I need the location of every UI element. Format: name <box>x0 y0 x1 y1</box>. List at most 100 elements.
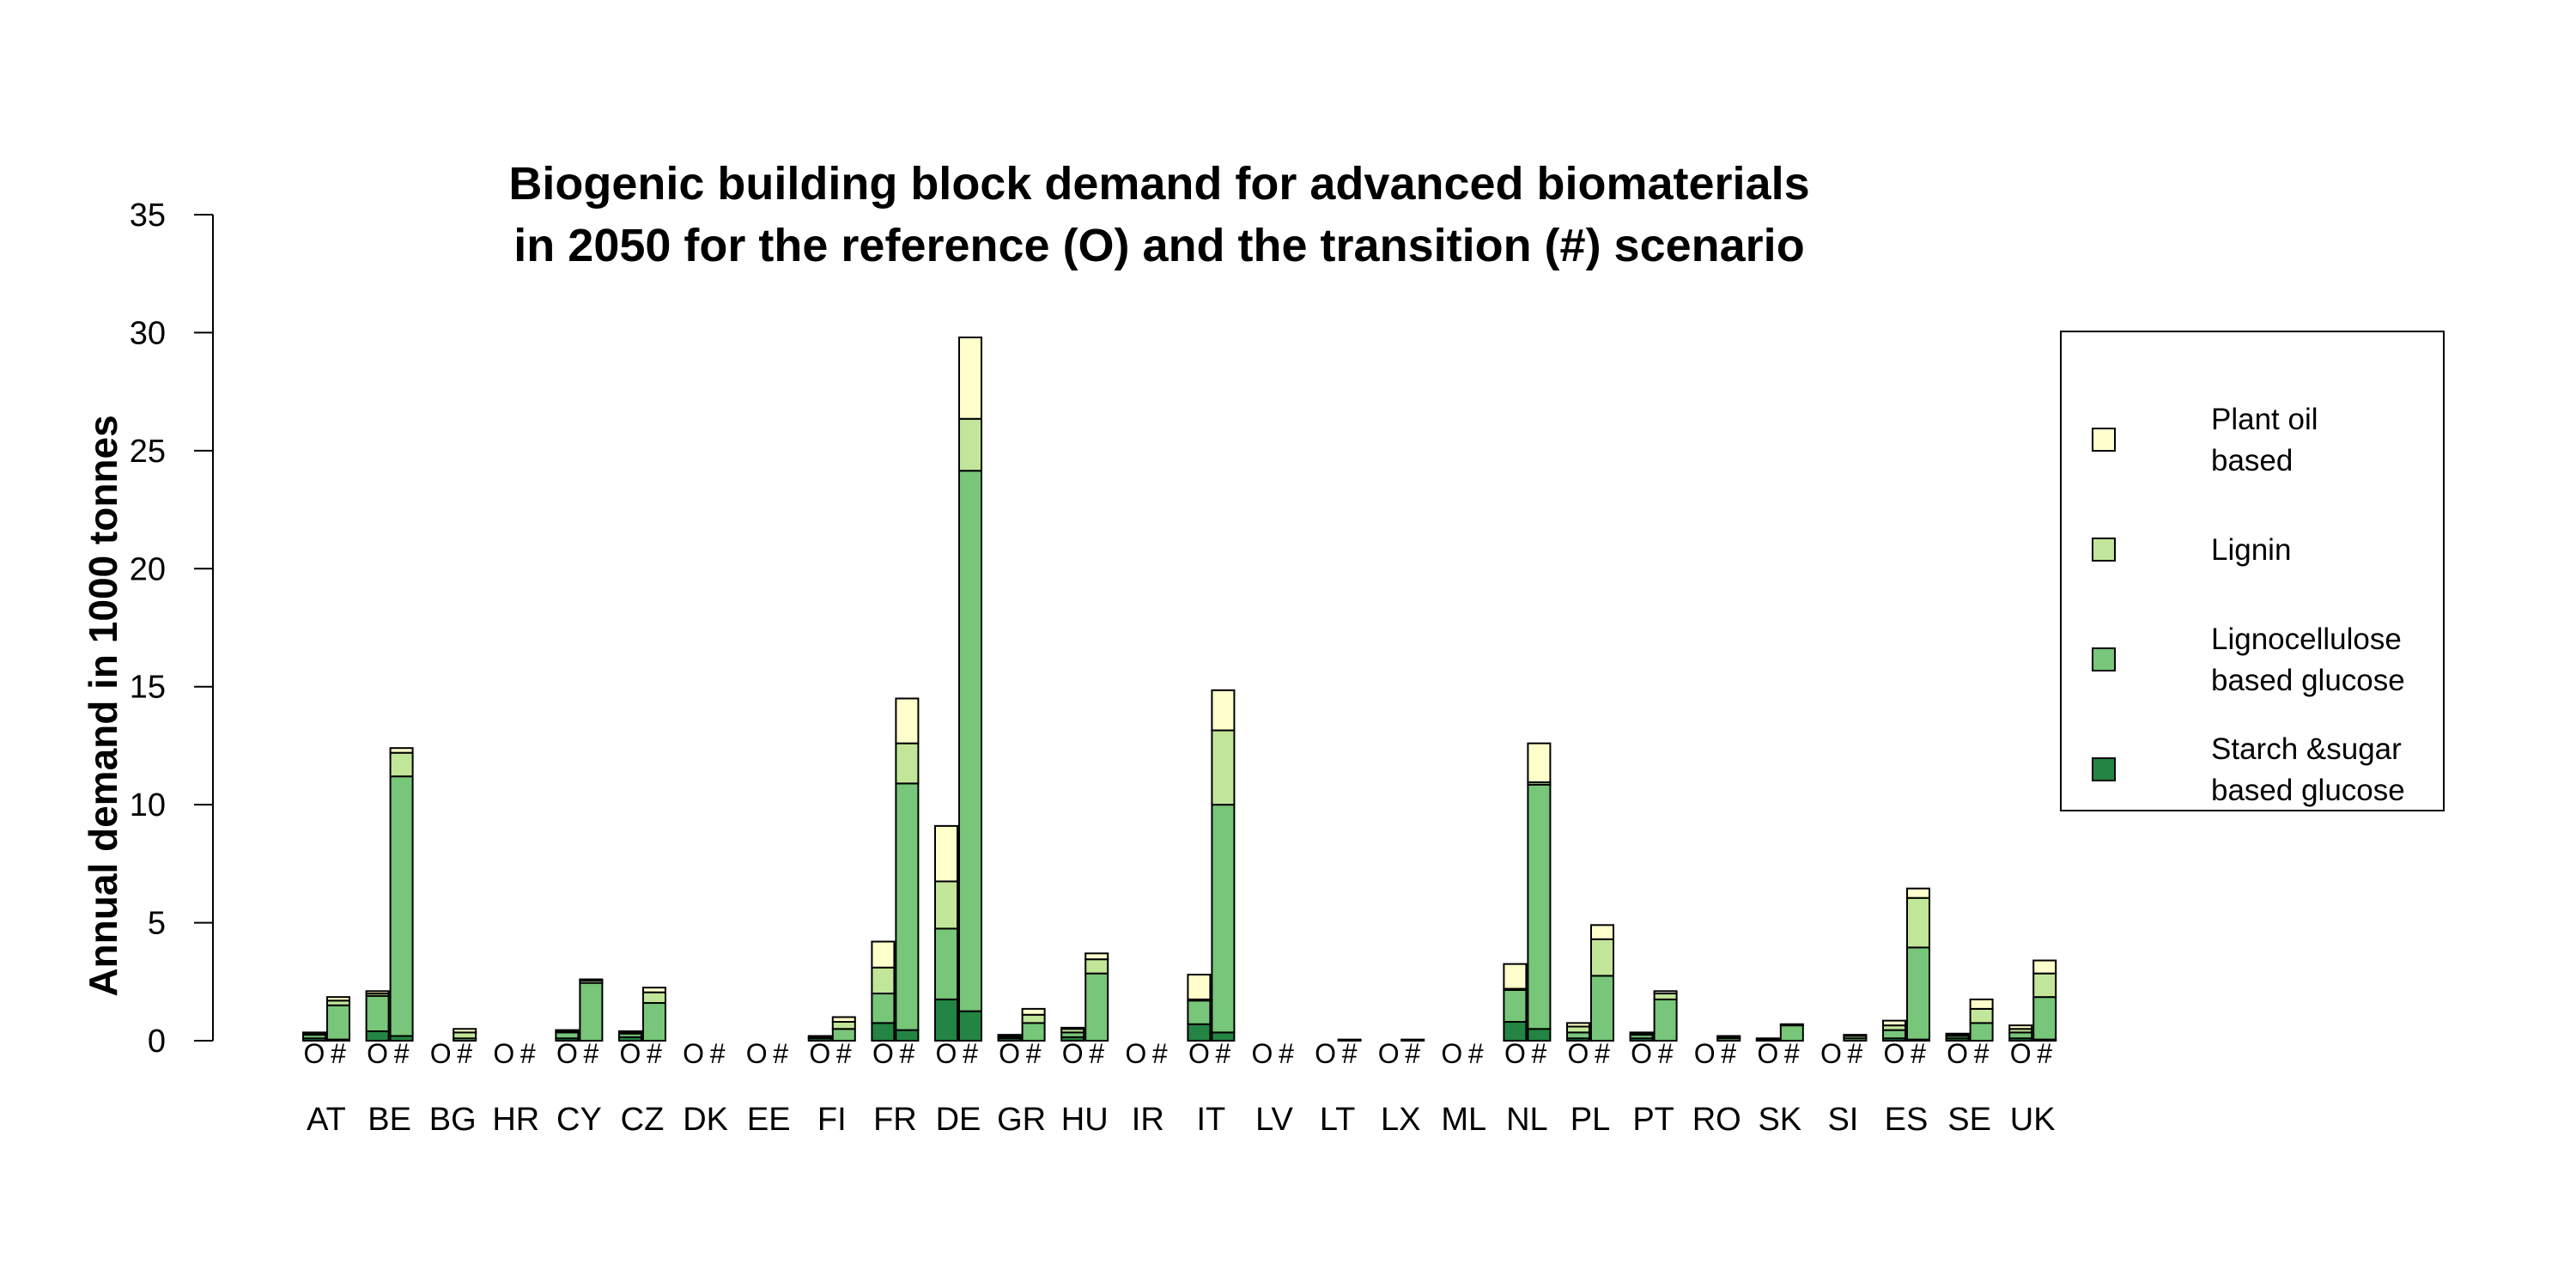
scenario-label: O <box>936 1038 957 1069</box>
country-label: LX <box>1381 1102 1420 1138</box>
scenario-label: O <box>2010 1038 2032 1069</box>
bar-segment-RO-transition-3 <box>1716 1035 1741 1038</box>
scenario-label: O <box>1884 1038 1905 1069</box>
scenario-label: # <box>1848 1038 1863 1069</box>
bar-segment-SE-transition-2 <box>1969 1007 1994 1024</box>
legend-label: based <box>2211 444 2293 477</box>
scenario-label: # <box>1026 1038 1042 1069</box>
scenario-label: O <box>746 1038 768 1069</box>
bar-segment-SI-transition-3 <box>1843 1034 1868 1037</box>
scenario-label: O <box>1820 1038 1842 1069</box>
scenario-label: # <box>394 1038 410 1069</box>
bar-segment-BE-reference-1 <box>365 994 390 1033</box>
bar-segment-CY-transition-1 <box>579 981 604 1042</box>
bar-segment-IT-transition-1 <box>1211 804 1236 1034</box>
bar-segment-CZ-transition-2 <box>642 991 666 1005</box>
bar-segment-CY-transition-3 <box>579 978 604 981</box>
scenario-label: # <box>520 1038 536 1069</box>
scenario-label: # <box>900 1038 915 1069</box>
bar-segment-FR-transition-2 <box>895 742 920 785</box>
bar-segment-PT-reference-3 <box>1629 1031 1654 1035</box>
scenario-label: # <box>1658 1038 1674 1069</box>
country-label: IR <box>1132 1102 1164 1138</box>
legend-label: Lignin <box>2211 533 2291 567</box>
bar-segment-IT-transition-2 <box>1211 729 1236 806</box>
bar-segment-HU-transition-1 <box>1084 972 1109 1042</box>
bars <box>302 336 2057 1042</box>
scenario-label: O <box>1757 1038 1778 1069</box>
bar-segment-UK-transition-1 <box>2032 996 2057 1041</box>
bar-segment-PL-reference-3 <box>1566 1022 1590 1028</box>
scenario-label: # <box>963 1038 978 1069</box>
legend-label: Plant oil <box>2211 403 2318 436</box>
y-tick-label: 0 <box>148 1024 166 1060</box>
country-label: LT <box>1320 1102 1356 1138</box>
scenario-label: O <box>1125 1038 1146 1069</box>
y-tick-label: 30 <box>130 315 166 351</box>
bar-segment-UK-transition-3 <box>2032 959 2057 975</box>
scenario-label: # <box>710 1038 726 1069</box>
y-tick-label: 25 <box>130 434 166 470</box>
country-label: RO <box>1692 1102 1741 1138</box>
scenario-label: # <box>457 1038 472 1069</box>
bar-segment-GR-reference-3 <box>997 1034 1022 1037</box>
country-label: CY <box>556 1102 602 1138</box>
country-label: PT <box>1632 1102 1674 1138</box>
legend: Plant oil based Lignin Lignocellulose based … <box>2060 331 2445 811</box>
bar-segment-CY-reference-3 <box>555 1029 580 1033</box>
bar-segment-UK-reference-3 <box>2008 1024 2033 1030</box>
bar-segment-BE-transition-3 <box>389 747 414 754</box>
legend-swatch <box>2092 647 2116 671</box>
bar-segment-ES-transition-1 <box>1906 946 1930 1041</box>
scenario-label: O <box>1441 1038 1462 1069</box>
bar-segment-HU-reference-3 <box>1060 1026 1085 1030</box>
bar-segment-FR-transition-1 <box>895 782 920 1031</box>
country-label: ES <box>1885 1102 1929 1138</box>
bar-segment-ES-transition-2 <box>1906 896 1930 949</box>
scenario-label: # <box>1595 1038 1610 1069</box>
country-label: HR <box>492 1102 539 1138</box>
bar-segment-ES-transition-3 <box>1906 887 1930 899</box>
bar-segment-IT-transition-3 <box>1211 689 1236 732</box>
bar-segment-SE-transition-3 <box>1969 998 1994 1010</box>
scenario-label: O <box>1062 1038 1084 1069</box>
scenario-label: # <box>1089 1038 1104 1069</box>
scenario-label: O <box>1378 1038 1400 1069</box>
scenario-label: O <box>304 1038 325 1069</box>
chart-title-line-2: in 2050 for the reference (O) and the tr… <box>513 220 1804 271</box>
bar-segment-PT-transition-2 <box>1653 993 1678 1000</box>
scenario-label: # <box>836 1038 852 1069</box>
bar-segment-FR-reference-1 <box>871 993 896 1024</box>
country-label: CZ <box>621 1102 665 1138</box>
legend-label: based glucose <box>2211 664 2405 697</box>
scenario-label: O <box>1694 1038 1716 1069</box>
bar-segment-LX-transition-1 <box>1400 1038 1425 1042</box>
bar-segment-HU-transition-2 <box>1084 958 1109 975</box>
bar-segment-GR-transition-3 <box>1021 1007 1046 1016</box>
scenario-label: O <box>809 1038 830 1069</box>
bar-segment-FR-reference-3 <box>871 940 896 969</box>
bar-segment-DE-transition-2 <box>958 417 982 472</box>
bar-segment-ES-reference-1 <box>1882 1029 1906 1040</box>
country-label: IT <box>1197 1102 1226 1138</box>
bar-segment-SE-reference-3 <box>1945 1032 1970 1036</box>
scenario-label: O <box>1315 1038 1336 1069</box>
bar-segment-BE-transition-1 <box>389 775 414 1037</box>
country-label: BE <box>368 1102 411 1138</box>
bar-segment-FR-reference-2 <box>871 966 896 995</box>
bar-segment-UK-transition-2 <box>2032 972 2057 999</box>
scenario-label: O <box>430 1038 452 1069</box>
legend-box <box>2060 331 2445 811</box>
bar-segment-HU-transition-3 <box>1084 952 1109 961</box>
x-axis-labels: O #ATO #BEO #BGO #HRO #CYO #CZO #DKO #EEO #FIO #FR… <box>304 1038 2056 1138</box>
country-label: SK <box>1758 1102 1801 1138</box>
scenario-label: # <box>1405 1038 1420 1069</box>
country-label: BG <box>429 1102 477 1138</box>
bar-segment-ES-reference-3 <box>1882 1019 1906 1027</box>
country-label: FI <box>817 1102 847 1138</box>
bar-segment-CZ-reference-3 <box>618 1030 642 1034</box>
bar-segment-AT-reference-3 <box>302 1031 326 1035</box>
bar-segment-DE-reference-0 <box>934 998 958 1042</box>
